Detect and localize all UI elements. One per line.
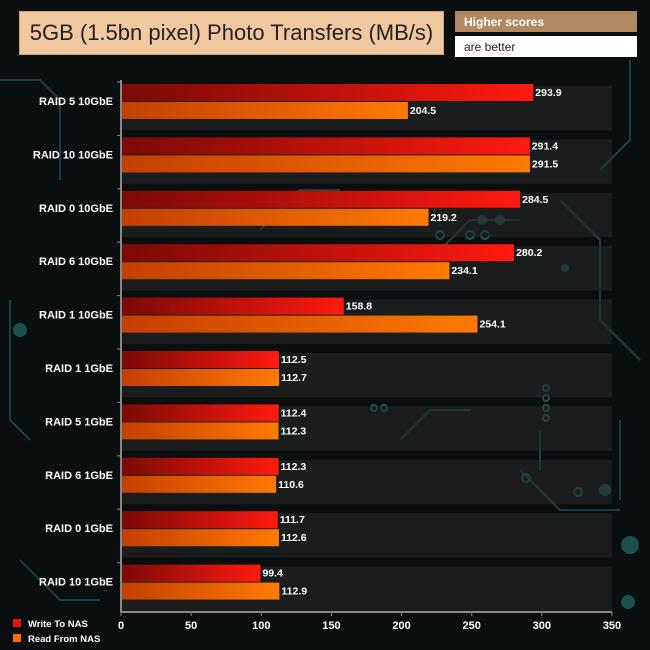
x-tick-label: 150 (322, 620, 340, 632)
category-label: RAID 6 1GbE (45, 470, 113, 482)
bar-write (121, 351, 279, 368)
chart-title: 5GB (1.5bn pixel) Photo Transfers (MB/s) (19, 11, 444, 55)
category-label: RAID 10 10GbE (33, 149, 113, 161)
category-label: RAID 0 10GbE (39, 203, 113, 215)
x-tick-label: 100 (252, 620, 270, 632)
bar-read (121, 422, 279, 440)
bar-read (121, 369, 280, 386)
category-label: RAID 1 10GbE (39, 310, 113, 322)
bar-write (121, 457, 279, 475)
bar-read (121, 475, 277, 493)
value-label: 234.1 (451, 265, 477, 277)
legend-swatch (13, 634, 21, 642)
bar-read (121, 262, 450, 280)
value-label: 112.3 (281, 461, 307, 473)
bars-group (121, 84, 534, 600)
value-label: 254.1 (479, 319, 505, 331)
x-tick-label: 300 (533, 620, 551, 632)
value-labels-group: 293.9 204.5 291.4 291.5 284.5 219.2 280.2 234.1… (262, 87, 561, 598)
category-label: RAID 0 1GbE (45, 523, 113, 535)
value-label: 280.2 (516, 247, 542, 259)
category-label: RAID 5 1GbE (45, 416, 113, 428)
bar-read (121, 315, 478, 333)
value-label: 111.7 (280, 514, 305, 526)
value-label: 293.9 (535, 87, 561, 99)
category-label: RAID 6 10GbE (39, 256, 113, 268)
value-label: 112.5 (281, 354, 307, 366)
value-label: 112.7 (281, 372, 307, 384)
value-label: 219.2 (431, 212, 457, 224)
bar-read (121, 102, 408, 119)
value-label: 291.4 (532, 140, 558, 152)
x-tick-label: 250 (463, 620, 481, 632)
value-label: 99.4 (262, 568, 283, 580)
bar-write (121, 84, 534, 101)
value-label: 112.3 (281, 425, 307, 437)
x-tick-label: 350 (603, 620, 621, 632)
x-tick-label: 50 (185, 620, 197, 632)
legend-label: Write To NAS (28, 619, 88, 630)
note-higher-scores: Higher scores (455, 11, 637, 32)
bar-read (121, 208, 429, 226)
bar-write (121, 244, 515, 262)
bar-read (121, 582, 280, 600)
bar-write (121, 297, 344, 315)
category-labels-group: RAID 5 10GbE RAID 10 10GbE RAID 0 10GbE RAI… (33, 96, 113, 589)
category-label: RAID 10 1GbE (39, 577, 113, 589)
value-label: 112.6 (281, 532, 307, 544)
axes-group: 0 50 100 150 200 250 300 350 (117, 80, 621, 632)
x-tick-label: 0 (118, 620, 124, 632)
value-label: 291.5 (532, 158, 558, 170)
value-label: 284.5 (522, 194, 548, 206)
category-label: RAID 1 1GbE (45, 363, 113, 375)
bar-write (121, 137, 530, 155)
bar-read (121, 155, 530, 173)
x-tick-label: 200 (392, 620, 410, 632)
value-label: 158.8 (346, 301, 372, 313)
bar-write (121, 404, 279, 422)
bar-read (121, 529, 279, 547)
legend-label: Read From NAS (28, 634, 100, 645)
bar-write (121, 564, 261, 582)
legend: Write To NAS Read From NAS (13, 619, 100, 645)
value-label: 112.9 (281, 586, 307, 598)
legend-swatch (13, 619, 21, 627)
value-label: 112.4 (281, 407, 307, 419)
value-label: 110.6 (278, 479, 304, 491)
category-label: RAID 5 10GbE (39, 96, 113, 108)
note-are-better: are better (455, 36, 637, 57)
bar-write (121, 190, 521, 208)
bar-write (121, 511, 278, 529)
value-label: 204.5 (410, 105, 436, 117)
